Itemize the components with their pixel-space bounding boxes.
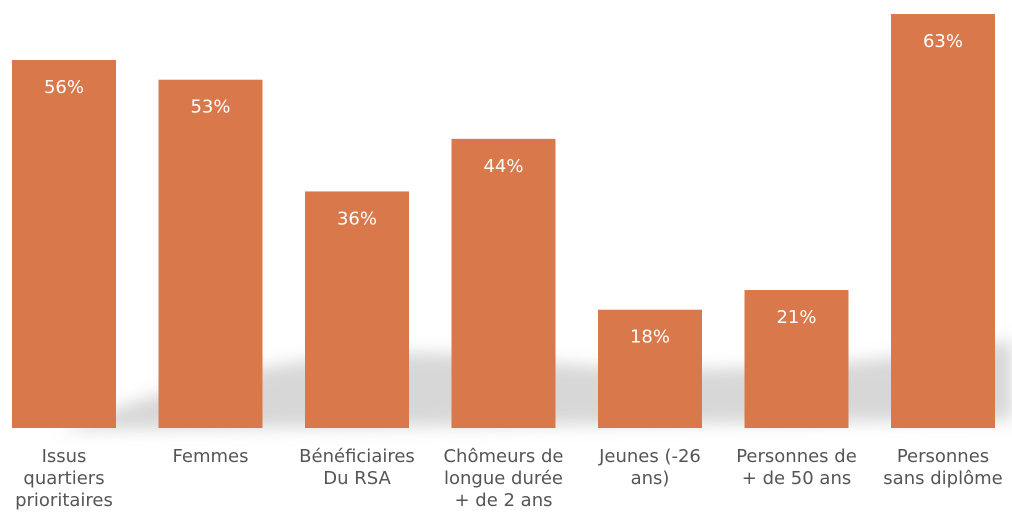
x-tick-label: + de 2 ans <box>454 490 552 511</box>
x-tick-label: prioritaires <box>15 490 113 511</box>
value-label: 53% <box>190 97 230 118</box>
x-tick-label: Femmes <box>173 446 249 467</box>
bar <box>598 309 702 428</box>
x-tick-label: Issus <box>42 446 87 467</box>
value-label: 36% <box>337 208 377 229</box>
x-tick-label: Jeunes (-26 <box>598 446 701 467</box>
bar <box>305 191 409 428</box>
value-label: 44% <box>483 156 523 177</box>
bar <box>158 79 263 428</box>
value-label: 56% <box>44 77 84 98</box>
x-tick-label: longue durée <box>444 468 563 489</box>
value-label: 21% <box>776 307 816 328</box>
bar <box>744 290 849 428</box>
bar <box>891 14 995 428</box>
x-tick-label: Personnes <box>897 446 989 467</box>
bar <box>451 138 556 428</box>
x-tick-label: Chômeurs de <box>443 446 563 467</box>
value-label: 63% <box>923 31 963 52</box>
x-tick-label: ans) <box>631 468 670 489</box>
bar <box>12 60 116 428</box>
x-tick-label: quartiers <box>23 468 104 489</box>
x-tick-label: Personnes de <box>736 446 857 467</box>
x-tick-label: sans diplôme <box>883 468 1002 489</box>
x-tick-label: + de 50 ans <box>742 468 851 489</box>
x-tick-label: Bénéficiaires <box>299 446 415 467</box>
value-label: 18% <box>630 327 670 348</box>
x-tick-label: Du RSA <box>323 468 391 489</box>
